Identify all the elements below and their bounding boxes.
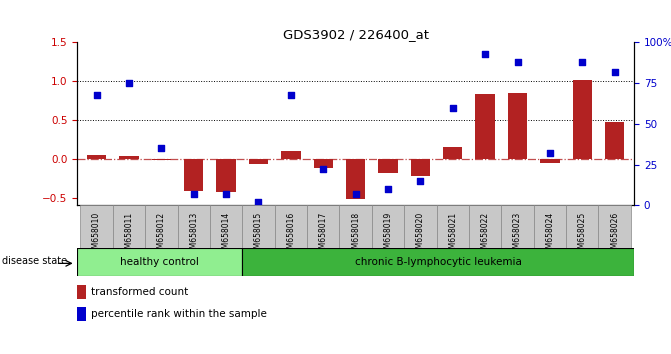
Text: GSM658022: GSM658022 <box>480 212 490 258</box>
Point <box>189 191 199 197</box>
Bar <box>411 159 430 176</box>
Point <box>448 105 458 110</box>
FancyBboxPatch shape <box>533 205 566 248</box>
Bar <box>540 159 560 163</box>
FancyBboxPatch shape <box>437 205 469 248</box>
FancyBboxPatch shape <box>469 205 501 248</box>
Bar <box>605 121 625 159</box>
Text: GSM658019: GSM658019 <box>384 212 393 258</box>
Text: healthy control: healthy control <box>120 257 199 267</box>
FancyBboxPatch shape <box>81 205 113 248</box>
Bar <box>119 156 139 159</box>
Point <box>221 191 231 197</box>
Point <box>415 178 426 184</box>
Point <box>156 145 166 151</box>
Bar <box>281 151 301 159</box>
Point <box>91 92 102 97</box>
Text: GSM658017: GSM658017 <box>319 212 327 258</box>
Text: GSM658026: GSM658026 <box>610 212 619 258</box>
FancyBboxPatch shape <box>178 205 210 248</box>
FancyBboxPatch shape <box>242 205 274 248</box>
Point <box>577 59 588 65</box>
Text: GSM658012: GSM658012 <box>157 212 166 258</box>
Bar <box>249 159 268 164</box>
Point <box>318 167 329 172</box>
Point <box>609 69 620 75</box>
Bar <box>346 159 365 199</box>
Point <box>285 92 296 97</box>
Text: GSM658010: GSM658010 <box>92 212 101 258</box>
Bar <box>87 155 106 159</box>
Point <box>480 51 491 57</box>
Text: disease state: disease state <box>1 256 66 266</box>
FancyBboxPatch shape <box>599 205 631 248</box>
Bar <box>77 285 86 299</box>
Bar <box>77 307 86 321</box>
Point <box>545 150 556 156</box>
Text: GSM658013: GSM658013 <box>189 212 198 258</box>
Text: GSM658023: GSM658023 <box>513 212 522 258</box>
Text: GSM658025: GSM658025 <box>578 212 586 258</box>
FancyBboxPatch shape <box>307 205 340 248</box>
Point <box>382 186 393 192</box>
Point <box>123 80 134 86</box>
Bar <box>184 159 203 192</box>
Text: GSM658014: GSM658014 <box>221 212 231 258</box>
FancyBboxPatch shape <box>501 205 533 248</box>
Bar <box>572 80 592 159</box>
Bar <box>152 159 171 160</box>
FancyBboxPatch shape <box>372 205 404 248</box>
Text: GSM658020: GSM658020 <box>416 212 425 258</box>
Bar <box>508 93 527 159</box>
Text: percentile rank within the sample: percentile rank within the sample <box>91 309 266 319</box>
Bar <box>77 248 242 276</box>
Text: GSM658018: GSM658018 <box>351 212 360 258</box>
FancyBboxPatch shape <box>145 205 178 248</box>
Text: GSM658021: GSM658021 <box>448 212 457 258</box>
Text: GSM658015: GSM658015 <box>254 212 263 258</box>
FancyBboxPatch shape <box>274 205 307 248</box>
Bar <box>242 248 634 276</box>
FancyBboxPatch shape <box>210 205 242 248</box>
Bar <box>313 159 333 168</box>
Text: transformed count: transformed count <box>91 287 188 297</box>
FancyBboxPatch shape <box>340 205 372 248</box>
FancyBboxPatch shape <box>113 205 145 248</box>
Title: GDS3902 / 226400_at: GDS3902 / 226400_at <box>282 28 429 41</box>
Bar <box>378 159 398 173</box>
Text: GSM658024: GSM658024 <box>546 212 554 258</box>
Text: GSM658011: GSM658011 <box>125 212 134 258</box>
Bar <box>216 159 236 192</box>
Point <box>350 191 361 197</box>
Point <box>512 59 523 65</box>
FancyBboxPatch shape <box>404 205 437 248</box>
Bar <box>443 147 462 159</box>
Text: GSM658016: GSM658016 <box>287 212 295 258</box>
Bar <box>476 95 495 159</box>
FancyBboxPatch shape <box>566 205 599 248</box>
Text: chronic B-lymphocytic leukemia: chronic B-lymphocytic leukemia <box>355 257 521 267</box>
Point <box>253 199 264 205</box>
